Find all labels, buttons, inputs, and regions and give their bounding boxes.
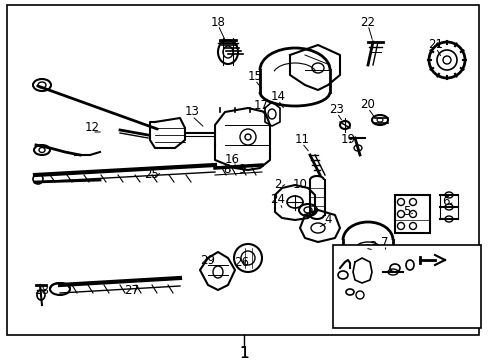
Text: 13: 13 [184,105,199,118]
Text: 21: 21 [427,37,443,50]
Text: 17: 17 [253,99,268,112]
Text: 27: 27 [124,284,139,297]
Text: 26: 26 [234,256,249,269]
Text: 28: 28 [35,284,49,297]
Text: 14: 14 [270,90,285,104]
Text: 5: 5 [403,206,410,219]
Text: 25: 25 [144,168,159,181]
Text: 11: 11 [294,134,309,147]
Text: 1: 1 [239,346,248,360]
Text: 29: 29 [200,253,215,266]
Text: 23: 23 [329,104,344,117]
Text: 15: 15 [247,71,262,84]
Text: 2: 2 [274,179,281,192]
Text: 1: 1 [239,346,248,360]
Text: 20: 20 [360,99,375,112]
Text: 7: 7 [381,235,388,248]
Text: 19: 19 [340,134,355,147]
Text: 9: 9 [238,163,245,176]
Text: 22: 22 [360,15,375,28]
Text: 24: 24 [270,193,285,207]
Text: 12: 12 [84,121,99,135]
Text: 16: 16 [224,153,239,166]
Text: 8: 8 [223,163,230,176]
Bar [394,195,429,233]
Bar [332,245,480,328]
Text: 6: 6 [441,195,449,208]
Text: 4: 4 [324,213,331,226]
Text: 3: 3 [368,240,376,253]
Text: 10: 10 [292,179,307,192]
Text: 18: 18 [210,15,225,28]
